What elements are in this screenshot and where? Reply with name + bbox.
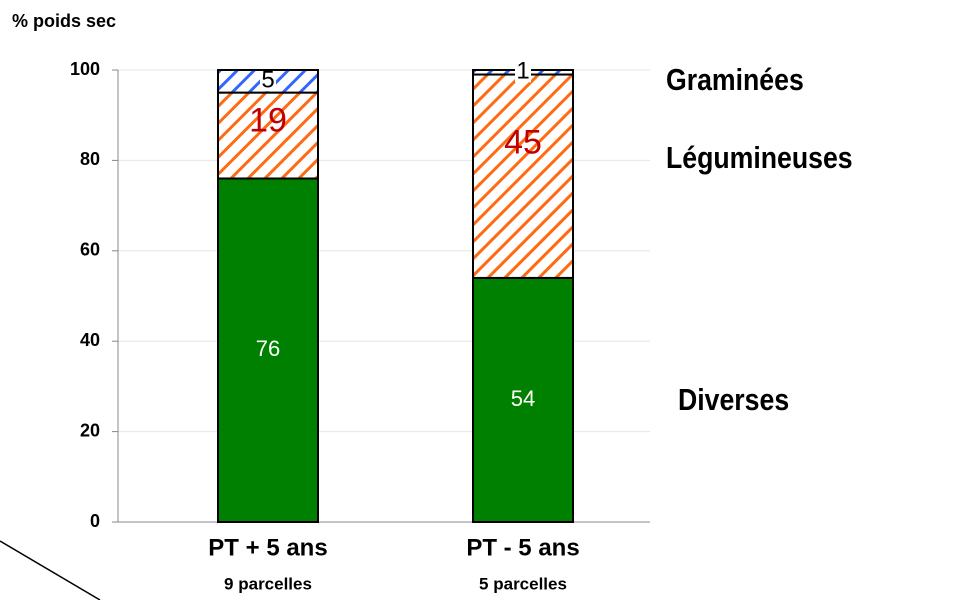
label-bg [515, 62, 531, 83]
y-tick-label: 60 [80, 240, 100, 260]
x-tick-note: 5 parcelles [479, 574, 567, 593]
legend-label: Diverses [678, 383, 789, 417]
decor-line [0, 540, 101, 600]
x-tick-label: PT + 5 ans [208, 534, 327, 561]
data-label: 19 [249, 102, 287, 140]
y-tick-label: 80 [80, 149, 100, 169]
x-tick-note: 9 parcelles [224, 574, 312, 593]
y-tick-label: 0 [90, 511, 100, 531]
x-tick-label: PT - 5 ans [466, 534, 579, 561]
data-label: 5 [261, 67, 274, 94]
y-tick-label: 20 [80, 420, 100, 440]
legend-label: Légumineuses [666, 141, 853, 175]
y-axis-label: % poids sec [12, 11, 116, 31]
y-tick-label: 40 [80, 330, 100, 350]
bar-segment [217, 177, 319, 523]
data-label: 1 [516, 58, 529, 85]
y-tick-label: 100 [70, 59, 100, 79]
bar-segment [472, 276, 574, 524]
bar-segment [472, 73, 574, 279]
data-label: 54 [511, 386, 535, 411]
data-label: 76 [256, 336, 280, 361]
legend-label: Graminées [666, 63, 804, 97]
label-bg [260, 71, 276, 92]
bar-segment [217, 91, 319, 180]
data-label: 45 [504, 124, 542, 162]
